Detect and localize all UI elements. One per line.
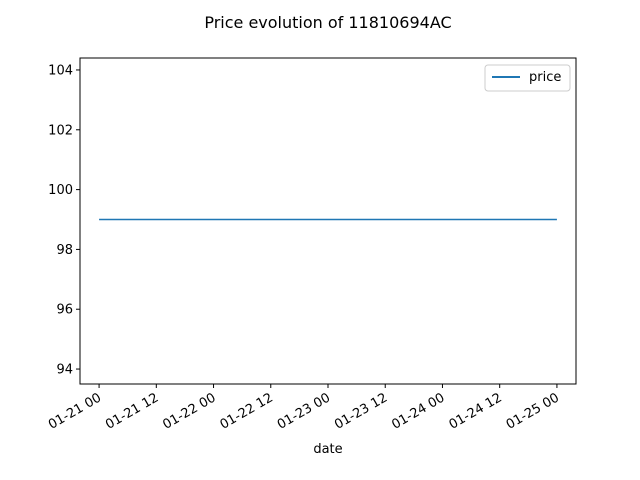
x-tick-label: 01-21 00 (46, 390, 104, 432)
y-tick-label: 100 (48, 183, 73, 198)
x-tick-label: 01-24 00 (389, 390, 447, 432)
x-tick-label: 01-24 12 (447, 390, 505, 432)
legend: price (484, 64, 571, 92)
x-tick-label: 01-21 12 (103, 390, 161, 432)
x-axis-label: date (313, 442, 342, 457)
plot-area (79, 57, 577, 385)
x-tick-label: 01-23 12 (332, 390, 390, 432)
x-tick-label: 01-23 00 (275, 390, 333, 432)
legend-box (484, 64, 571, 92)
chart-title: Price evolution of 11810694AC (204, 13, 451, 32)
y-axis: 94 96 98 100 102 104 (48, 63, 80, 378)
x-tick-label: 01-25 00 (504, 390, 562, 432)
y-tick-label: 98 (56, 243, 73, 258)
x-tick-label: 01-22 00 (160, 390, 218, 432)
y-tick-label: 102 (48, 123, 73, 138)
x-tick-label: 01-22 12 (218, 390, 276, 432)
y-tick-label: 94 (56, 363, 73, 378)
y-tick-label: 104 (48, 63, 73, 78)
legend-label-price: price (529, 70, 561, 85)
y-tick-label: 96 (56, 303, 73, 318)
x-axis: 01-21 00 01-21 12 01-22 00 01-22 12 01-23 00… (46, 384, 562, 433)
